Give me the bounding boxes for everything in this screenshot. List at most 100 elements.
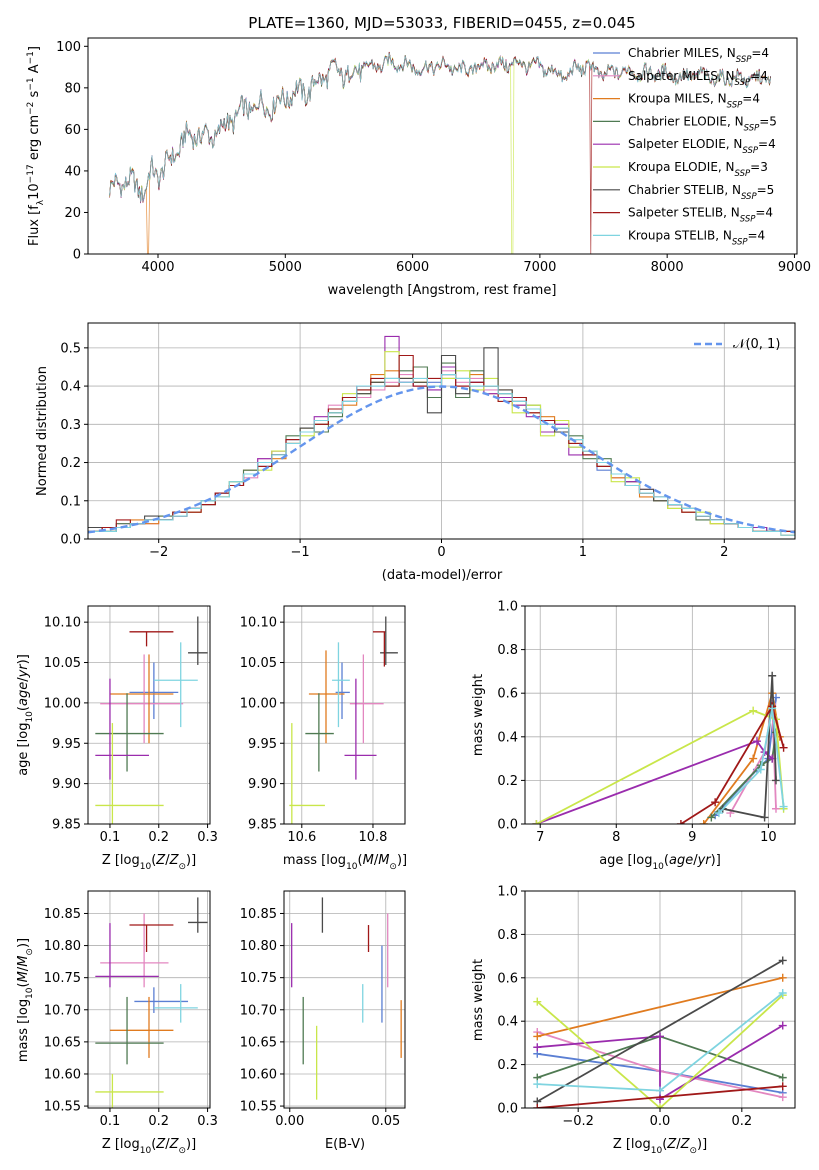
mass-vs-Z-xtick-label: 0.1 <box>100 1114 121 1129</box>
mass-weight-vs-Z-ytick-label: 0.6 <box>497 971 518 986</box>
mass-weight-vs-age-point-marker <box>749 706 758 715</box>
mass-weight-vs-age-xlabel-part: age <box>669 853 693 868</box>
residuals-panel: −2 −1 0 1 2 0.0 0.1 0.2 0.3 0.4 0.5 𝒩(0, 1) (data-mo… <box>35 322 796 583</box>
mass-weight-vs-age-plot-area <box>532 671 788 824</box>
age-vs-Z-xtick-label: 0.2 <box>148 830 169 845</box>
mass-weight-vs-Z-point-marker <box>778 1093 787 1102</box>
mass-weight-vs-age-point-marker <box>779 743 788 752</box>
mass-weight-vs-Z-point-marker <box>656 1086 664 1095</box>
spectrum-xtick-label: 8000 <box>651 260 684 275</box>
mass-weight-vs-age-xtick-label: 9 <box>688 830 696 845</box>
age-vs-mass-ytick-label: 9.95 <box>248 737 277 752</box>
age-vs-Z-xlabel-part: )] <box>186 853 196 868</box>
gaussian-reference-curve <box>88 385 795 534</box>
mass-weight-vs-age-point-marker <box>752 737 761 746</box>
mass-weight-vs-Z-xlabel-part: Z [log <box>613 1137 651 1152</box>
spectrum-legend-entry: Salpeter STELIB, NSSP=4 <box>628 206 773 225</box>
spectrum-legend-entry-part: =4 <box>750 69 768 83</box>
mass-weight-vs-Z-ytick-label: 0.2 <box>497 1058 518 1073</box>
mass-weight-vs-Z-xlabel: Z [log10(Z/Z⊙)] <box>613 1137 707 1156</box>
mass-weight-vs-Z-xlabel-part: Z <box>680 1137 691 1152</box>
residual-histogram-step <box>88 374 795 536</box>
mass-vs-EBV-ytick-label: 10.75 <box>240 971 277 986</box>
mass-weight-vs-Z-point-marker <box>533 1080 542 1089</box>
mass-weight-vs-Z-ytick-label: 0.0 <box>497 1102 518 1117</box>
residuals-ytick-label: 0.0 <box>60 533 81 548</box>
age-vs-Z-xlabel-part: / <box>165 853 170 868</box>
mass-vs-EBV-ytick-label: 10.70 <box>240 1003 277 1018</box>
mass-weight-vs-age-point-marker <box>756 765 765 774</box>
age-vs-mass-axes-box <box>283 605 406 825</box>
mass-weight-vs-age-point-marker <box>779 802 788 811</box>
mass-vs-Z-plot-area <box>95 897 208 1108</box>
mass-weight-vs-age-point-marker <box>532 820 541 824</box>
spectrum-title: PLATE=1360, MJD=53033, FIBERID=0455, z=0… <box>248 14 635 32</box>
mass-weight-vs-age-ytick-label: 0.2 <box>497 774 518 789</box>
spectrum-legend-entry-part: SSP <box>727 101 743 111</box>
mass-weight-vs-Z-point-marker <box>656 1104 664 1108</box>
spectrum-legend-entry-part: =4 <box>758 137 776 151</box>
mass-vs-Z-xlabel-part: )] <box>186 1137 196 1152</box>
residuals-ytick-label: 0.5 <box>60 341 81 356</box>
mass-vs-Z-xlabel-part: Z <box>155 1137 166 1152</box>
age-vs-Z-ytick-label: 10.05 <box>44 656 81 671</box>
residuals-xtick-label: 0 <box>437 545 445 560</box>
spectrum-legend-entry-part: Kroupa MILES, N <box>628 92 727 106</box>
spectrum-legend-entry-part: =4 <box>748 228 766 242</box>
mass-weight-vs-age-xlabel: age [log10(age/yr)] <box>599 853 721 872</box>
age-vs-mass-xlabel-part: 10 <box>346 862 358 872</box>
mass-weight-vs-age-xtick-label: 7 <box>536 830 544 845</box>
age-vs-Z-ytick-label: 10.10 <box>44 616 81 631</box>
mass-weight-vs-Z-point-marker <box>533 997 542 1006</box>
spectrum-panel: 4000 5000 6000 7000 8000 9000 0 20 40 60 80 100 wave… <box>26 37 811 298</box>
mass-vs-EBV-ytick-label: 10.60 <box>240 1067 277 1082</box>
mass-vs-Z-axes-frame: 0.1 0.2 0.3 10.55 10.60 10.65 10.70 10.75 10.80 1… <box>16 890 218 1156</box>
age-vs-Z-ylabel-part: age <box>16 682 31 706</box>
mass-weight-vs-Z-xlabel-part: Z <box>666 1137 677 1152</box>
mass-vs-Z-xlabel-part: / <box>165 1137 170 1152</box>
residuals-xtick-label: 2 <box>720 545 728 560</box>
age-vs-mass-ytick-label: 10.05 <box>240 656 277 671</box>
spectrum-legend-entry-part: SSP <box>742 146 758 156</box>
age-vs-mass-plot-area <box>289 616 398 824</box>
mass-weight-vs-age-point-marker <box>768 704 777 713</box>
age-vs-Z-ytick-label: 9.95 <box>52 737 81 752</box>
spectrum-ytick-label: 0 <box>73 248 81 263</box>
residuals-ytick-label: 0.2 <box>60 456 81 471</box>
spectrum-axes-box <box>87 37 798 255</box>
spectrum-legend-entry-part: Chabrier STELIB, N <box>628 183 741 197</box>
spectrum-ylabel-part: Flux [f <box>27 205 42 246</box>
spectrum-ylabel-part: s <box>27 90 42 101</box>
spectrum-legend-entry-part: Salpeter STELIB, N <box>628 206 740 220</box>
mass-vs-Z-axes-box <box>87 890 211 1109</box>
mass-weight-vs-age-point-marker <box>699 820 708 824</box>
mass-weight-vs-Z-xtick-label: −0.2 <box>562 1114 594 1129</box>
age-vs-Z-xlabel-part: ( <box>151 853 156 868</box>
mass-vs-Z-ylabel-part: M <box>16 971 31 982</box>
mass-weight-vs-age-point-marker <box>771 776 780 785</box>
residuals-xtick-label: −2 <box>149 545 168 560</box>
mass-weight-vs-Z-xlabel-part: )] <box>697 1137 707 1152</box>
mass-vs-Z-xlabel-part: Z <box>169 1137 180 1152</box>
residuals-axes-frame: −2 −1 0 1 2 0.0 0.1 0.2 0.3 0.4 0.5 𝒩(0, 1) (data-mo… <box>35 322 796 583</box>
mass-vs-Z-ytick-label: 10.65 <box>44 1035 81 1050</box>
mass-weight-vs-Z-panel: −0.2 0.0 0.20.00.20.40.60.81.0Z [log10(Z/Z… <box>471 885 796 1156</box>
mass-vs-EBV-axes-frame: 0.00 0.05 10.55 10.60 10.65 10.70 10.75 10.80 10… <box>240 890 406 1152</box>
age-vs-Z-ylabel-part: )] <box>16 654 31 664</box>
mass-weight-vs-Z-point-marker <box>778 956 787 965</box>
mass-weight-vs-age-point-marker <box>714 809 723 818</box>
spectrum-legend-entry: Chabrier MILES, NSSP=4 <box>628 46 769 65</box>
spectrum-ylabel: Flux [fλ10−17 erg cm−2 s−1 A−1] <box>26 46 46 246</box>
mass-vs-EBV-axes-box <box>283 890 406 1109</box>
spectrum-axes-frame: 4000 5000 6000 7000 8000 9000 0 20 40 60 80 100 wave… <box>26 37 811 298</box>
mass-weight-vs-Z-ylabel: mass weight <box>471 959 486 1041</box>
mass-weight-vs-Z-ytick-label: 0.4 <box>497 1015 518 1030</box>
mass-weight-vs-age-point-marker <box>768 671 777 680</box>
spectrum-legend-entry: Salpeter ELODIE, NSSP=4 <box>628 137 776 156</box>
age-vs-mass-xlabel-part: ( <box>358 853 363 868</box>
spectrum-xlabel: wavelength [Angstrom, rest frame] <box>328 283 557 298</box>
mass-weight-vs-Z-series-line <box>537 976 783 1038</box>
mass-vs-EBV-plot-area <box>291 897 402 1100</box>
spectrum-legend-entry-part: =5 <box>757 183 775 197</box>
residuals-legend-entry: 𝒩(0, 1) <box>733 337 780 352</box>
